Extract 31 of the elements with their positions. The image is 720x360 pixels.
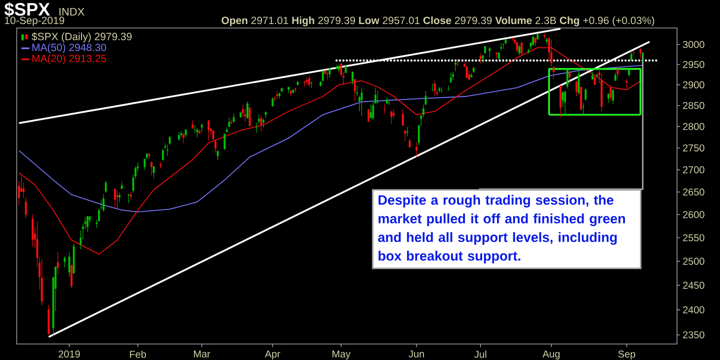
y-tick-label: 2550: [683, 234, 704, 242]
x-tick-label: Feb: [130, 350, 146, 358]
x-tick-label: Mar: [194, 350, 210, 358]
text: Open 2971.01 High 2979.39 Low 2957.01 Close 2979.39 Volume 2.3B Chg +0.96 (+0.03%): [222, 16, 654, 26]
y-tick-label: 2400: [683, 306, 704, 314]
x-tick-label: Jul: [474, 350, 486, 358]
y-tick-label: 2700: [683, 166, 704, 174]
x-tick-label: 2019: [58, 350, 80, 358]
y-tick-label: 2450: [683, 282, 704, 289]
y-tick-label: 2500: [683, 258, 704, 265]
legend-label: MA(20) 2913.25: [32, 54, 106, 64]
y-tick-label: 2950: [683, 60, 704, 68]
y-tick-label: 2600: [683, 211, 704, 218]
x-tick-label: Sep: [618, 350, 636, 360]
chart-subtitle: INDX: [59, 8, 84, 16]
text: 10-Sep-2019: [5, 16, 64, 26]
y-tick-label: 2800: [683, 123, 704, 130]
y-tick-label: 2850: [683, 102, 704, 110]
y-tick-label: 2350: [683, 331, 704, 338]
chart-title: $SPX: [4, 2, 50, 17]
legend-label: MA(50) 2948.30: [32, 43, 106, 54]
y-tick-label: 2650: [683, 188, 704, 196]
x-tick-label: Jun: [408, 350, 424, 358]
legend-label: $SPX (Daily) 2979.39: [32, 32, 132, 42]
x-tick-label: Apr: [264, 350, 280, 360]
annotation: Despite a rough trading session, the market pulled it off and finished green and held all support levels, including box breakout support.: [378, 194, 625, 264]
x-tick-label: May: [332, 350, 351, 360]
y-tick-label: 2750: [683, 144, 704, 152]
y-tick-label: 2900: [683, 81, 704, 88]
y-tick-label: 3000: [682, 41, 704, 48]
x-tick-label: Aug: [542, 350, 560, 360]
